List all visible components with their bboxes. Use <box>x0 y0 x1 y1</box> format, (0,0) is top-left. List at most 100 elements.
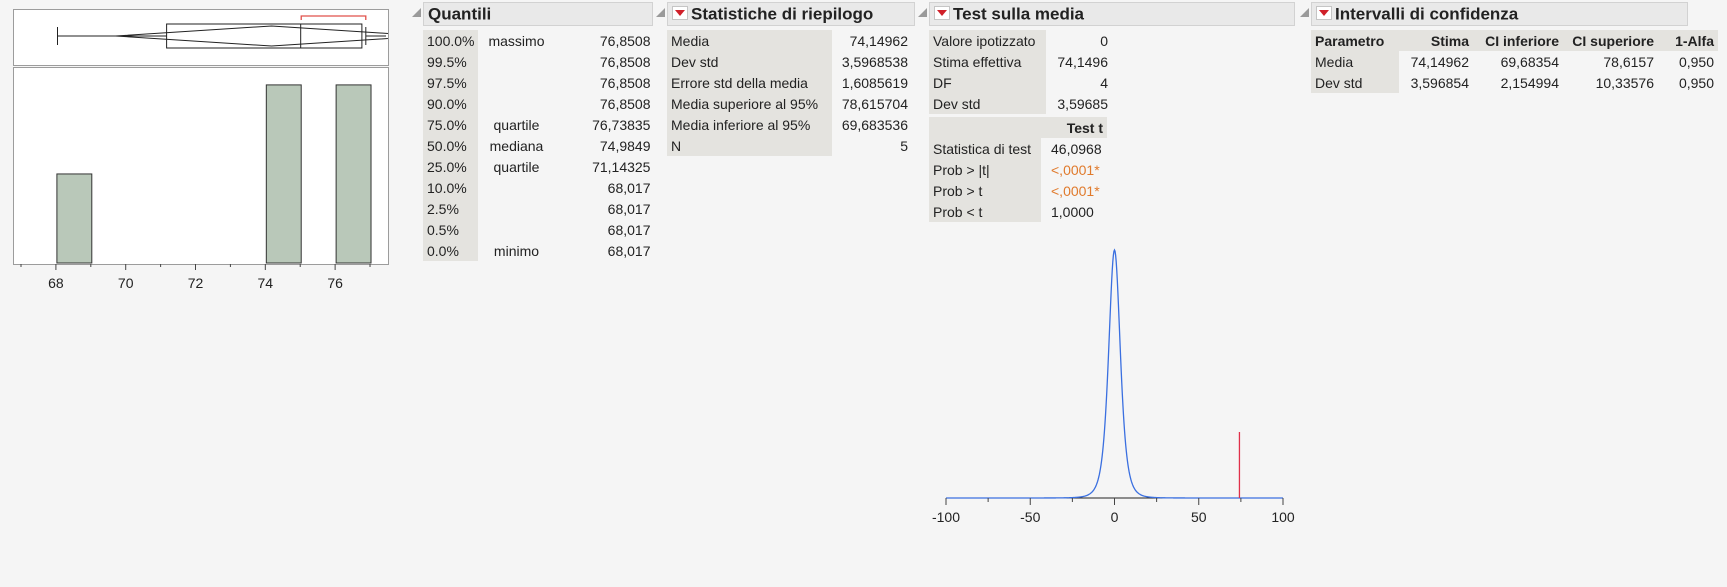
confidence-value: 78,6157 <box>1603 53 1654 70</box>
histogram-x-tick-label: 70 <box>118 275 134 291</box>
summary-row: Media inferiore al 95% 69,683536 <box>667 114 912 135</box>
summary-label: Dev std <box>667 51 832 72</box>
confidence-parameter: Media <box>1311 51 1399 72</box>
quantile-value: 68,017 <box>607 242 651 259</box>
quantile-value: 74,9849 <box>599 137 651 154</box>
shortest-half-bracket <box>300 15 367 20</box>
confidence-value: 74,14962 <box>1410 53 1469 70</box>
histogram-chart <box>56 84 372 264</box>
quantile-row: 0.0% minimo 68,017 <box>423 240 654 261</box>
histogram-x-tick-label: 72 <box>188 275 204 291</box>
quantile-label <box>478 219 554 240</box>
t-test-row: Statistica di test 46,0968 <box>929 138 1107 159</box>
mean-test-title: Test sulla media <box>953 4 1085 24</box>
summary-value: 5 <box>900 137 908 154</box>
t-plot-x-tick-label: 100 <box>1271 509 1295 525</box>
confidence-header[interactable]: Intervalli di confidenza <box>1311 2 1688 26</box>
summary-row: Media 74,14962 <box>667 30 912 51</box>
t-test-value: 1,0000 <box>1051 203 1094 220</box>
quantile-value: 71,14325 <box>592 158 651 175</box>
summary-title: Statistiche di riepilogo <box>691 4 874 24</box>
quantile-label <box>478 177 554 198</box>
collapse-triangle-icon[interactable] <box>918 8 927 17</box>
quantile-percent: 0.5% <box>423 219 479 240</box>
summary-table: Media 74,14962 Dev std 3,5968538 Errore std … <box>667 30 912 156</box>
quantile-percent: 25.0% <box>423 156 479 177</box>
t-test-header-spacer <box>929 117 1041 138</box>
boxplot-panel[interactable] <box>13 9 389 66</box>
t-test-label: Prob > t <box>929 180 1041 201</box>
summary-label: Media inferiore al 95% <box>667 114 832 135</box>
collapse-triangle-icon[interactable] <box>656 8 665 17</box>
histogram-panel[interactable] <box>13 67 389 265</box>
mean-test-row: DF 4 <box>929 72 1112 93</box>
t-test-header-row: Test t <box>929 117 1107 138</box>
mean-diamond <box>115 25 388 47</box>
quantile-row: 0.5% 68,017 <box>423 219 654 240</box>
quantiles-table: 100.0% massimo 76,8508 99.5% 76,8508 97.5% 76,… <box>423 30 654 261</box>
t-plot-x-tick-label: -100 <box>932 509 960 525</box>
confidence-column-header: 1-Alfa <box>1658 30 1718 51</box>
quantile-label: quartile <box>493 116 540 133</box>
mean-test-row: Stima effettiva 74,1496 <box>929 51 1112 72</box>
quantile-row: 99.5% 76,8508 <box>423 51 654 72</box>
confidence-value: 3,596854 <box>1410 74 1469 91</box>
t-test-value: 46,0968 <box>1051 140 1102 157</box>
confidence-row: Dev std 3,596854 2,154994 10,33576 0,950 <box>1311 72 1718 93</box>
mean-test-label: Dev std <box>929 93 1046 114</box>
confidence-table: Parametro Stima CI inferiore CI superiore 1-… <box>1311 30 1718 93</box>
t-density-curve <box>946 248 1283 499</box>
summary-row: Media superiore al 95% 78,615704 <box>667 93 912 114</box>
t-test-row: Prob < t 1,0000 <box>929 201 1107 222</box>
red-triangle-menu-icon[interactable] <box>934 5 950 20</box>
t-test-value: <,0001* <box>1051 161 1100 178</box>
t-test-column-header: Test t <box>1041 117 1107 138</box>
histogram-x-axis: 68 70 72 74 76 <box>20 264 371 291</box>
mean-test-params-table: Valore ipotizzato 0 Stima effettiva 74,1496… <box>929 30 1112 114</box>
quantile-value: 76,8508 <box>599 74 651 91</box>
histogram-bar <box>335 84 372 264</box>
summary-header[interactable]: Statistiche di riepilogo <box>667 2 915 26</box>
t-test-label: Prob < t <box>929 201 1041 222</box>
quantile-value: 76,8508 <box>599 32 651 49</box>
summary-value: 69,683536 <box>841 116 908 133</box>
quantile-percent: 50.0% <box>423 135 479 156</box>
quantile-row: 10.0% 68,017 <box>423 177 654 198</box>
quantile-row: 2.5% 68,017 <box>423 198 654 219</box>
summary-value: 1,6085619 <box>841 74 908 91</box>
quantile-percent: 90.0% <box>423 93 479 114</box>
quantile-row: 97.5% 76,8508 <box>423 72 654 93</box>
collapse-triangle-icon[interactable] <box>1300 8 1309 17</box>
quantile-row: 90.0% 76,8508 <box>423 93 654 114</box>
mean-test-value: 0 <box>1100 32 1108 49</box>
confidence-row: Media 74,14962 69,68354 78,6157 0,950 <box>1311 51 1718 72</box>
confidence-parameter: Dev std <box>1311 72 1399 93</box>
quantile-percent: 99.5% <box>423 51 479 72</box>
quantile-percent: 10.0% <box>423 177 479 198</box>
t-test-table: Test t Statistica di test 46,0968 Prob > |t… <box>929 117 1107 222</box>
mean-test-value: 74,1496 <box>1057 53 1108 70</box>
quantile-label: minimo <box>493 242 540 259</box>
quantile-value: 76,73835 <box>592 116 651 133</box>
confidence-value: 2,154994 <box>1500 74 1559 91</box>
summary-row: Dev std 3,5968538 <box>667 51 912 72</box>
quantile-value: 76,8508 <box>599 95 651 112</box>
t-test-value: <,0001* <box>1051 182 1100 199</box>
mean-test-value: 3,59685 <box>1057 95 1108 112</box>
red-triangle-menu-icon[interactable] <box>1316 5 1332 20</box>
t-test-label: Prob > |t| <box>929 159 1041 180</box>
collapse-triangle-icon[interactable] <box>412 8 421 17</box>
confidence-column-header: Stima <box>1399 30 1473 51</box>
confidence-value: 10,33576 <box>1595 74 1654 91</box>
mean-test-header[interactable]: Test sulla media <box>929 2 1295 26</box>
red-triangle-menu-icon[interactable] <box>672 5 688 20</box>
histogram-x-tick-label: 76 <box>327 275 343 291</box>
quantiles-header[interactable]: Quantili <box>423 2 653 26</box>
quantile-label: quartile <box>493 158 540 175</box>
confidence-value: 0,950 <box>1678 53 1714 70</box>
quantile-label <box>478 93 554 114</box>
mean-test-value: 4 <box>1100 74 1108 91</box>
t-plot-x-tick-label: 0 <box>1111 509 1119 525</box>
quantile-percent: 75.0% <box>423 114 479 135</box>
